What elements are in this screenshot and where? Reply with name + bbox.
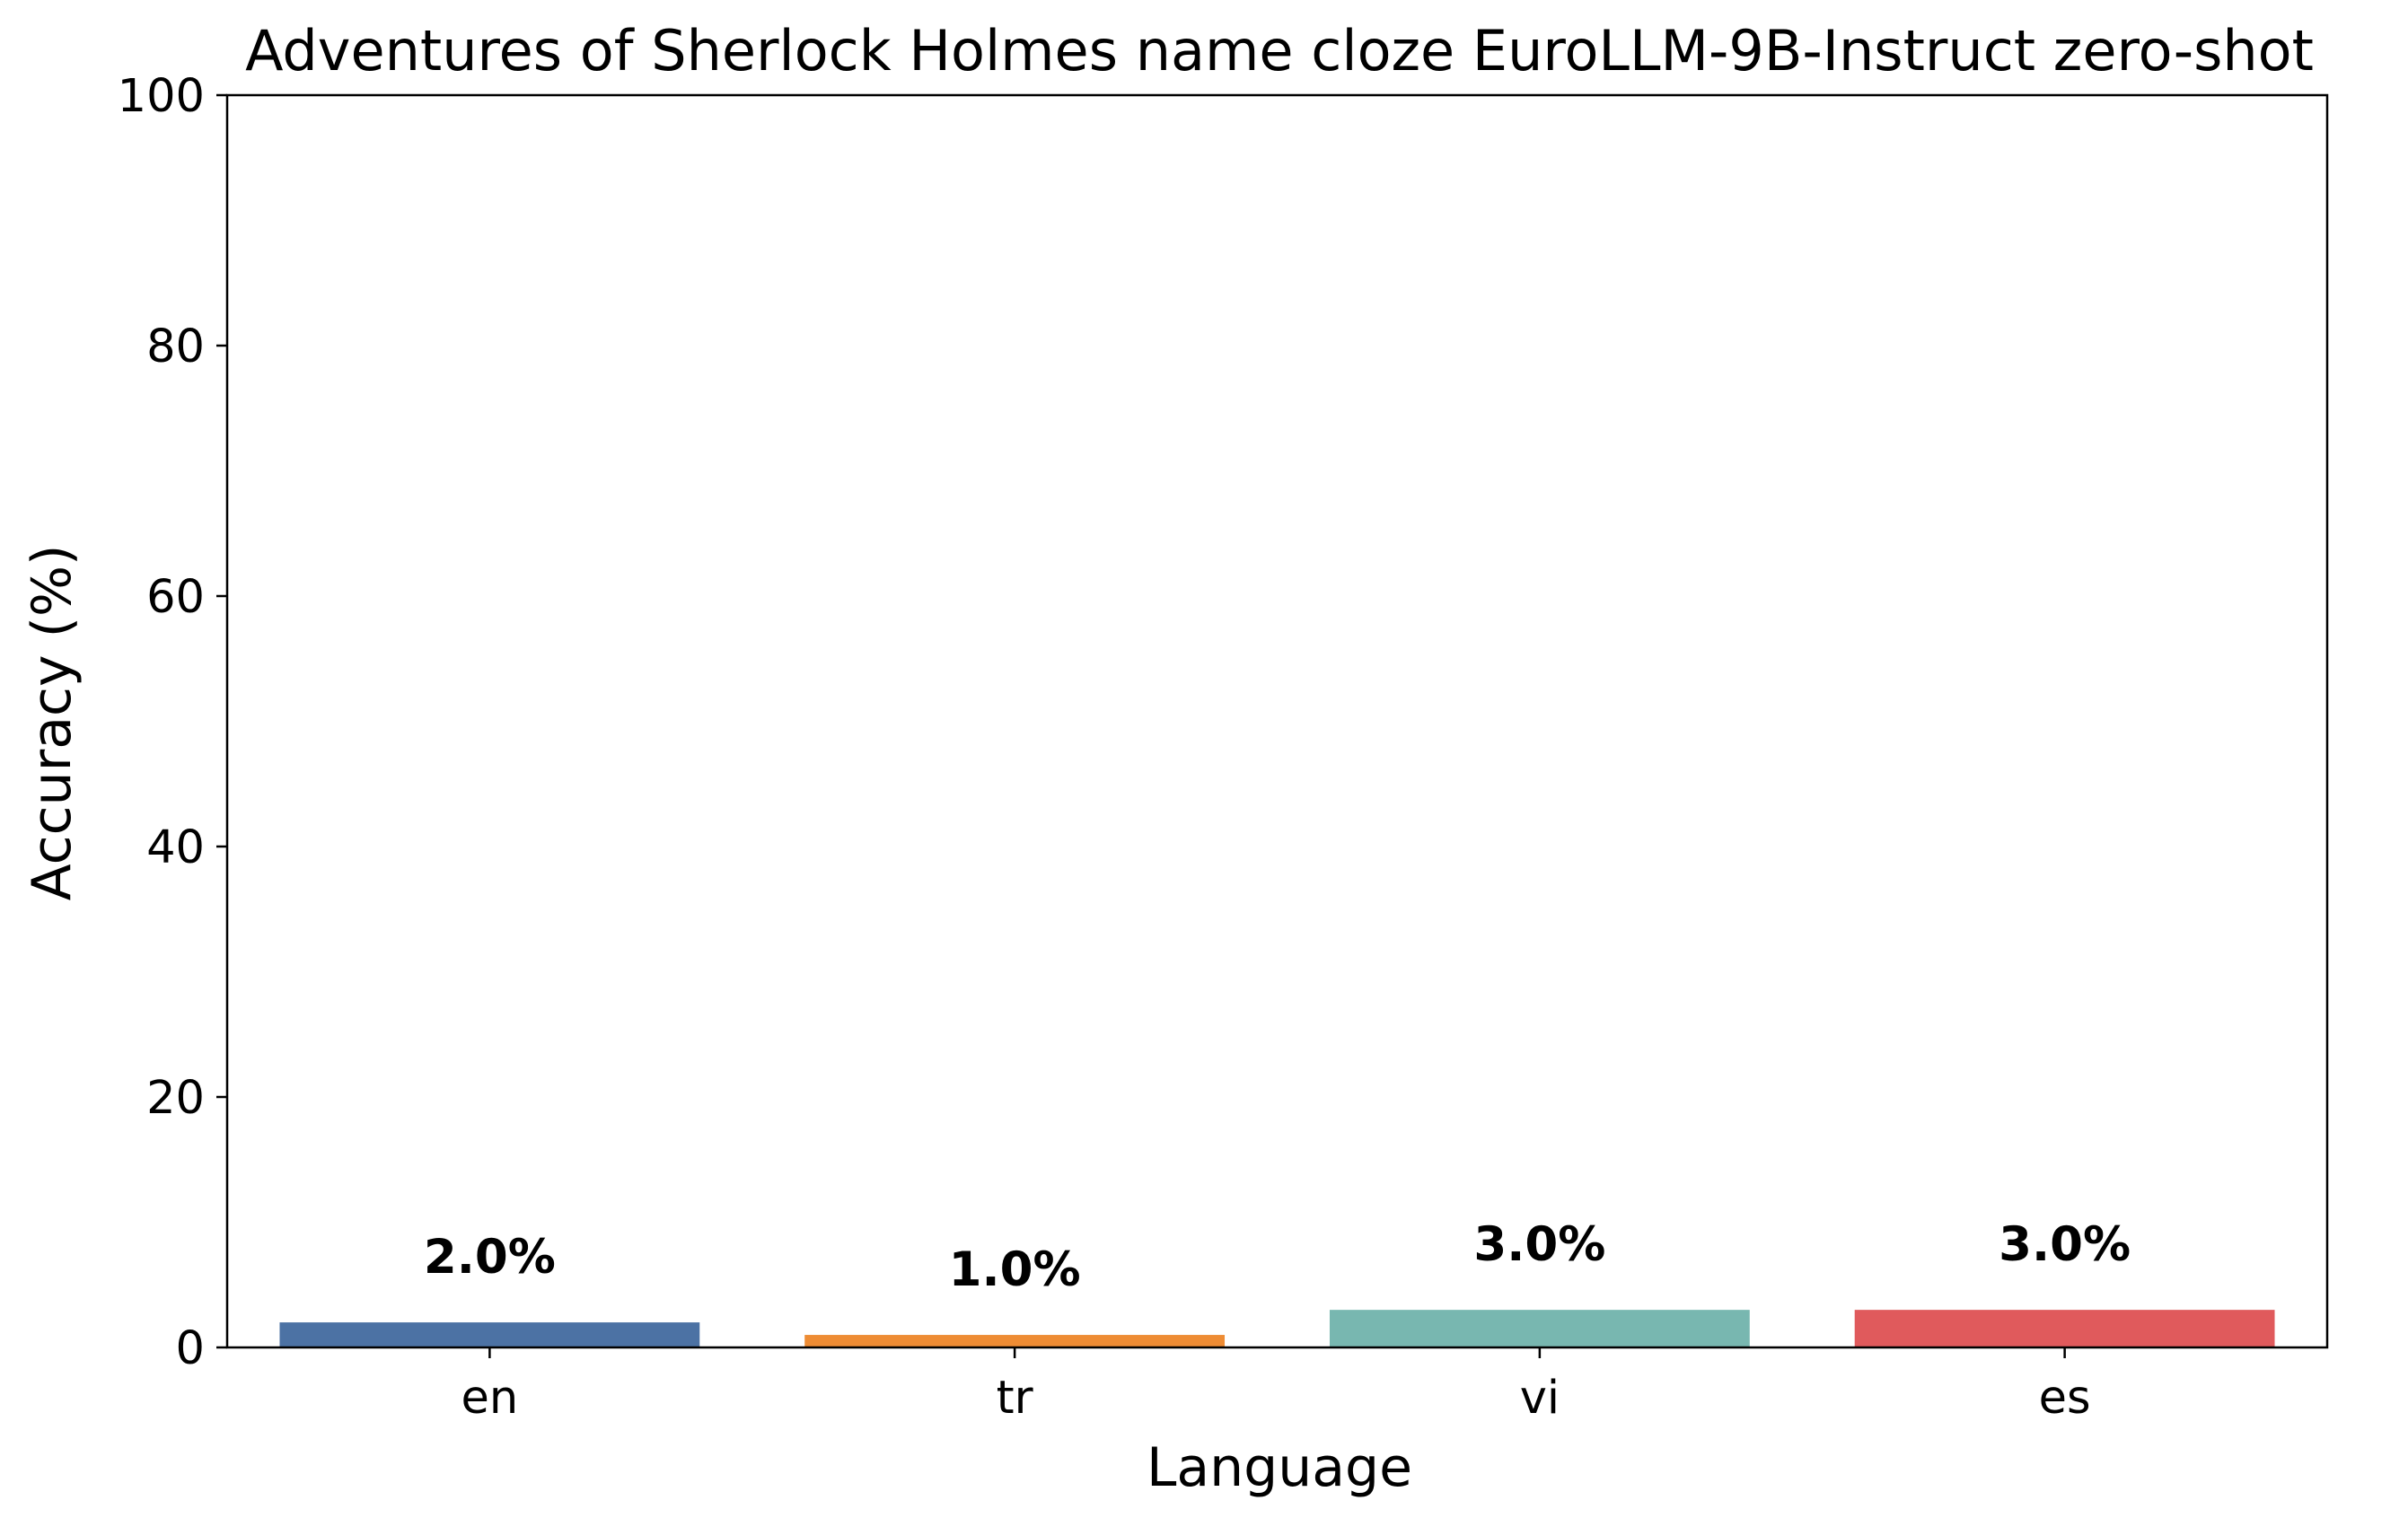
value-label-es: 3.0%	[1999, 1217, 2131, 1272]
y-tick-label-20: 20	[146, 1072, 205, 1125]
chart-title: Adventures of Sherlock Holmes name cloze…	[245, 18, 2314, 83]
y-tick-label-80: 80	[146, 320, 205, 373]
x-tick-label-vi: vi	[1520, 1372, 1560, 1425]
value-label-vi: 3.0%	[1473, 1217, 1605, 1272]
x-axis-label: Language	[1147, 1436, 1412, 1499]
bar-es	[1854, 1310, 2275, 1347]
y-tick-label-0: 0	[176, 1322, 205, 1375]
plot-area: 2.0% en 1.0% tr 3.0% vi 3.0% es 0 20 40 60 80 100	[118, 70, 2329, 1425]
y-tick-label-40: 40	[146, 821, 205, 874]
y-tick-label-60: 60	[146, 571, 205, 624]
value-label-en: 2.0%	[424, 1230, 556, 1285]
value-label-tr: 1.0%	[949, 1242, 1081, 1297]
bar-en	[279, 1322, 700, 1347]
x-tick-label-tr: tr	[997, 1372, 1033, 1425]
x-tick-label-en: en	[461, 1372, 519, 1425]
bar-tr	[804, 1335, 1226, 1347]
y-axis-label: Accuracy (%)	[21, 545, 83, 901]
bar-vi	[1329, 1310, 1750, 1347]
axes-frame	[225, 93, 2329, 1349]
y-tick-label-100: 100	[118, 70, 205, 123]
x-tick-label-es: es	[2039, 1372, 2091, 1425]
